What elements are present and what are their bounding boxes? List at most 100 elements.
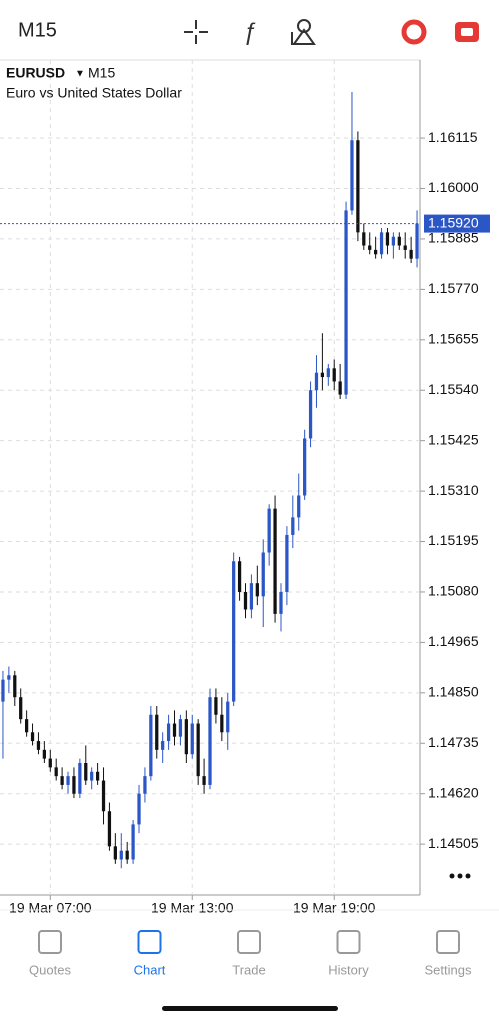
candle-body <box>255 583 259 597</box>
tab-icon[interactable] <box>336 930 361 954</box>
candle-body <box>113 846 117 860</box>
candle-body <box>208 697 212 785</box>
objects-icon[interactable] <box>291 19 316 45</box>
candle-body <box>314 372 319 391</box>
candle-body <box>166 723 171 742</box>
y-tick-label: 1.15425 <box>428 431 479 447</box>
tab-label[interactable]: Settings <box>425 962 472 977</box>
account-icon[interactable] <box>401 19 427 45</box>
chart-timeframe: M15 <box>88 65 115 81</box>
y-tick-label: 1.14850 <box>428 684 479 700</box>
home-indicator <box>162 1006 338 1011</box>
candle-body <box>101 780 106 812</box>
candle-body <box>297 495 301 518</box>
candle-body <box>249 583 254 610</box>
candle-body <box>362 232 366 246</box>
y-tick-label: 1.14505 <box>428 835 479 851</box>
x-tick-label: 19 Mar 07:00 <box>9 900 92 916</box>
tab-icon[interactable] <box>38 930 62 954</box>
candle-body <box>36 741 41 750</box>
y-tick-label: 1.15770 <box>428 280 479 296</box>
symbol-description: Euro vs United States Dollar <box>6 85 182 101</box>
tab-label[interactable]: Quotes <box>29 962 71 977</box>
more-menu[interactable] <box>449 873 471 879</box>
candle-body <box>19 697 23 720</box>
y-tick-label: 1.14965 <box>428 633 479 649</box>
candle-body <box>90 771 94 781</box>
broker-icon-inner <box>461 28 473 36</box>
candle-body <box>285 534 289 592</box>
tab-icon[interactable] <box>137 930 162 954</box>
timeframe-button[interactable]: M15 <box>18 19 57 41</box>
y-tick-label: 1.15655 <box>428 330 479 346</box>
candle-body <box>107 811 112 847</box>
tab-label[interactable]: Trade <box>232 962 265 977</box>
candle-body <box>332 368 336 382</box>
x-tick-label: 19 Mar 13:00 <box>151 900 234 916</box>
tab-icon[interactable] <box>237 930 261 954</box>
candle-body <box>202 776 206 785</box>
candle-body <box>1 679 5 702</box>
axis: 1.16115 1.16000 1.15885 1.15770 1.15655 1.155… <box>9 129 490 916</box>
tab-label[interactable]: Chart <box>134 962 166 977</box>
candle-body <box>385 232 390 246</box>
candle-body <box>119 850 123 860</box>
candle-body <box>143 776 147 794</box>
candle-body <box>72 776 76 794</box>
candle-body <box>356 140 360 233</box>
candle-body <box>320 372 325 378</box>
candle-body <box>403 245 407 250</box>
dropdown-arrow: ▼ <box>75 69 85 80</box>
candle-body <box>131 824 135 860</box>
candle-body <box>66 776 70 785</box>
y-tick-label: 1.15885 <box>428 230 479 246</box>
candle-body <box>391 236 396 246</box>
tab-label[interactable]: History <box>328 962 369 977</box>
candle-body <box>374 249 378 255</box>
y-tick-label: 1.14735 <box>428 734 479 750</box>
candle-body <box>178 719 183 737</box>
candles <box>0 92 420 869</box>
candle-body <box>48 758 52 768</box>
candle-body <box>350 140 354 211</box>
candle-body <box>308 390 313 439</box>
candle-body <box>172 723 177 737</box>
candle-body <box>344 210 348 395</box>
candle-body <box>24 719 29 733</box>
candle-body <box>409 249 413 259</box>
y-tick-label: 1.15080 <box>428 583 479 599</box>
candle-body <box>232 561 236 702</box>
candle-body <box>161 741 165 750</box>
crosshair-icon[interactable] <box>184 20 208 44</box>
candle-body <box>397 236 401 246</box>
candle-body <box>190 723 194 755</box>
tab-bar: Quotes Chart Trade History Settings <box>0 909 499 977</box>
candle-body <box>291 517 295 535</box>
candle-body <box>303 438 307 496</box>
y-tick-label: 1.14620 <box>428 784 479 800</box>
candle-body <box>243 591 248 610</box>
candle-body <box>338 381 342 395</box>
candle-body <box>13 675 17 698</box>
candle-body <box>7 675 11 680</box>
last-price-label: 1.15920 <box>428 214 479 230</box>
candle-body <box>125 850 129 860</box>
y-tick-label: 1.15540 <box>428 381 479 397</box>
tab-icon[interactable] <box>436 930 460 954</box>
candle-body <box>54 767 58 777</box>
candle-body <box>149 714 153 777</box>
candle-body <box>267 508 271 553</box>
candle-body <box>220 714 224 733</box>
candle-body <box>95 771 100 781</box>
candle-body <box>84 762 88 781</box>
candle-body <box>184 719 188 755</box>
candle-body <box>78 762 82 794</box>
header-bar <box>0 0 499 60</box>
y-tick-label: 1.16000 <box>428 179 479 195</box>
indicator-icon[interactable]: ƒ <box>243 18 256 45</box>
candle-body <box>30 732 35 742</box>
candle-body <box>196 723 200 777</box>
candle-body <box>368 245 372 250</box>
